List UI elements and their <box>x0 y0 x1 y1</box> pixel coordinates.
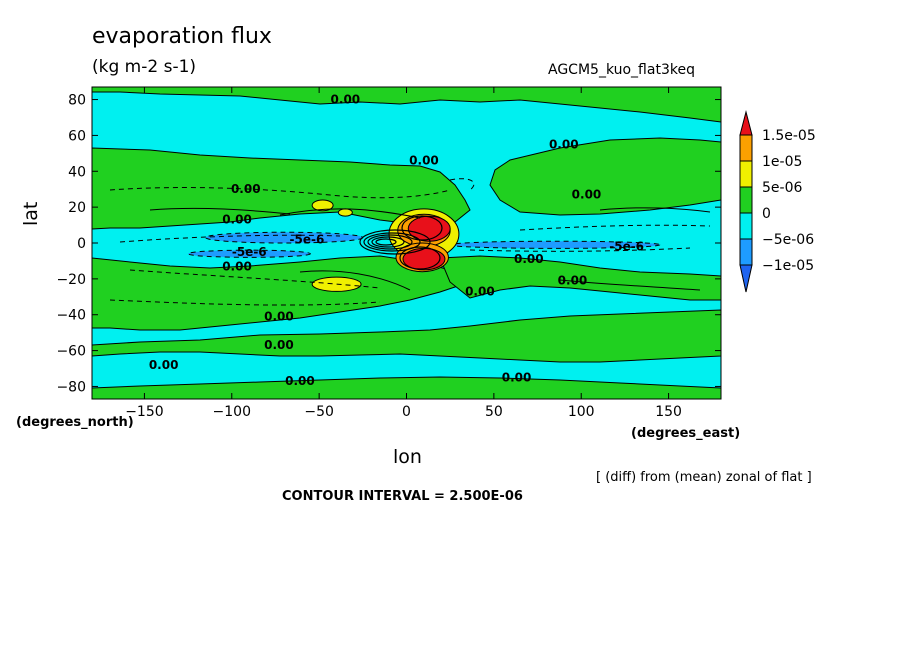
positive-contours <box>149 207 711 291</box>
colorbar-label: 0 <box>762 206 771 222</box>
colorbar-box <box>739 238 753 266</box>
region-pos5 <box>311 199 334 212</box>
region-north-polar <box>92 87 721 123</box>
contour-label: 0.00 <box>285 374 315 388</box>
colorbar-label: 5e-06 <box>762 180 802 196</box>
contour-label: -5e-6 <box>290 232 325 246</box>
region-south-mid <box>92 255 472 331</box>
contour-label: 0.00 <box>231 182 261 196</box>
contour-label: 0.00 <box>549 137 579 151</box>
contour-label: 0.00 <box>222 213 252 227</box>
contour-label: 0.00 <box>149 358 179 372</box>
colorbar-box <box>739 134 753 162</box>
x-tick-label: 100 <box>568 404 595 420</box>
colorbar-label: 1e-05 <box>762 154 802 170</box>
colorbar: 1.5e-05 1e-05 5e-06 0 −5e-06 −1e-05 <box>739 110 816 293</box>
y-tick-label: −60 <box>56 344 86 360</box>
colorbar-box <box>739 186 753 214</box>
x-tick-label: −150 <box>125 404 163 420</box>
region-south-east <box>439 255 721 301</box>
chart-title: evaporation flux <box>92 24 272 49</box>
y-tick-label: 60 <box>68 128 86 144</box>
y-tick-label: 20 <box>68 200 86 216</box>
region-pos15 <box>402 247 446 271</box>
colorbar-label: −1e-05 <box>762 258 814 274</box>
contour-label: 0.00 <box>558 274 588 288</box>
chart-units: (kg m-2 s-1) <box>92 57 197 77</box>
region-pos5 <box>337 208 353 217</box>
colorbar-label: 1.5e-05 <box>762 128 816 144</box>
region-neg5 <box>187 249 311 258</box>
contour-label: 0.00 <box>222 259 252 273</box>
colorbar-top-triangle <box>739 110 753 136</box>
colorbar-box <box>739 212 753 240</box>
y-tick-label: −80 <box>56 379 86 395</box>
y-tick-label: −20 <box>56 272 86 288</box>
contour-label: 0.00 <box>514 252 544 266</box>
x-tick-label: −50 <box>304 404 334 420</box>
x-tick-label: 0 <box>402 404 411 420</box>
region-pos15 <box>407 215 451 242</box>
dense-contours <box>359 215 443 270</box>
diff-note: [ (diff) from (mean) zonal of flat ] <box>596 470 812 485</box>
y-tick-label: 80 <box>68 93 86 109</box>
y-tick-label: 0 <box>77 236 86 252</box>
x-axis: −150 −100 −50 0 50 100 150 <box>125 87 682 420</box>
contour-label: 0.00 <box>409 154 439 168</box>
contour-label: 0.00 <box>572 188 602 202</box>
contour-label: 0.00 <box>331 93 361 107</box>
y-tick-label: 40 <box>68 164 86 180</box>
colorbar-box <box>739 160 753 188</box>
colorbar-label: −5e-06 <box>762 232 814 248</box>
contour-label: 0.00 <box>264 338 294 352</box>
region-neg5 <box>205 231 364 244</box>
x-tick-label: 50 <box>485 404 503 420</box>
negative-contours <box>109 178 711 306</box>
contour-interval: CONTOUR INTERVAL = 2.500E-06 <box>282 489 523 504</box>
contour-label: 0.00 <box>264 310 294 324</box>
contour-label: -5e-6 <box>609 240 644 254</box>
run-label: AGCM5_kuo_flat3keq <box>548 62 695 78</box>
y-axis: −80 −60 −40 −20 0 20 40 60 80 <box>56 93 721 395</box>
x-axis-label: lon <box>393 446 422 468</box>
colorbar-bottom-triangle <box>739 264 753 293</box>
y-unit-label: (degrees_north) <box>16 415 134 430</box>
contour-label: 0.00 <box>502 370 532 384</box>
x-unit-label: (degrees_east) <box>631 426 741 441</box>
field-regions: 0.000.000.000.00 0.000.00-5e-6-5e-6 -5e-60… <box>92 87 721 399</box>
region-north-east <box>489 137 721 216</box>
contour-labels: 0.000.000.000.00 0.000.00-5e-6-5e-6 -5e-60… <box>149 93 644 389</box>
x-tick-label: 150 <box>655 404 682 420</box>
contour-label: -5e-6 <box>232 245 267 259</box>
contour-label: 0.00 <box>465 284 495 298</box>
y-tick-label: −40 <box>56 308 86 324</box>
region-south-band <box>92 309 721 363</box>
x-tick-label: −100 <box>213 404 251 420</box>
region-south-polar <box>92 376 721 399</box>
